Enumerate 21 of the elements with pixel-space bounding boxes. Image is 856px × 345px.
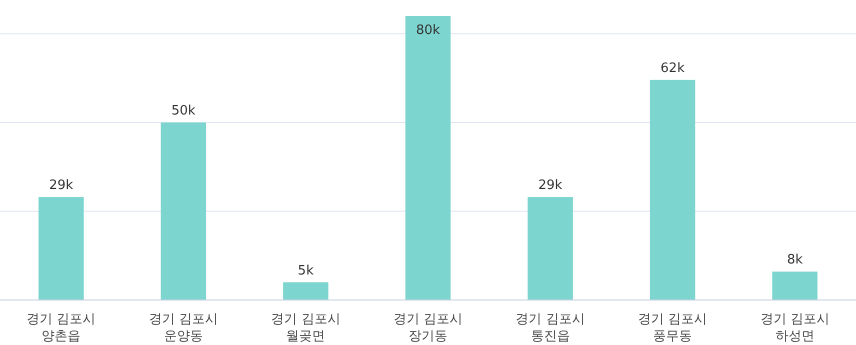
x-tick-label: 경기 김포시 월곶면 [271,312,340,344]
bar [528,197,573,300]
x-tick-label: 경기 김포시 통진읍 [516,312,585,344]
bar [160,122,206,300]
data-label: 50k [171,104,196,118]
x-tick-label: 경기 김포시 장기동 [393,312,463,344]
data-label: 5k [298,263,314,278]
bar [772,272,818,300]
data-label: 62k [660,60,686,76]
x-tick-label: 경기 김포시 운양동 [148,312,218,344]
bar [405,16,451,300]
bar [283,282,328,300]
bar [38,197,84,300]
data-label: 8k [786,252,804,268]
data-label: 29k [538,178,563,194]
bar [650,80,696,300]
data-label: 80k [416,23,441,38]
x-tick-label: 경기 김포시 하성면 [760,312,830,344]
data-label: 29k [49,178,74,194]
x-tick-label: 경기 김포시 풍무동 [638,312,708,344]
x-tick-label: 경기 김포시 양촌읍 [26,312,96,344]
